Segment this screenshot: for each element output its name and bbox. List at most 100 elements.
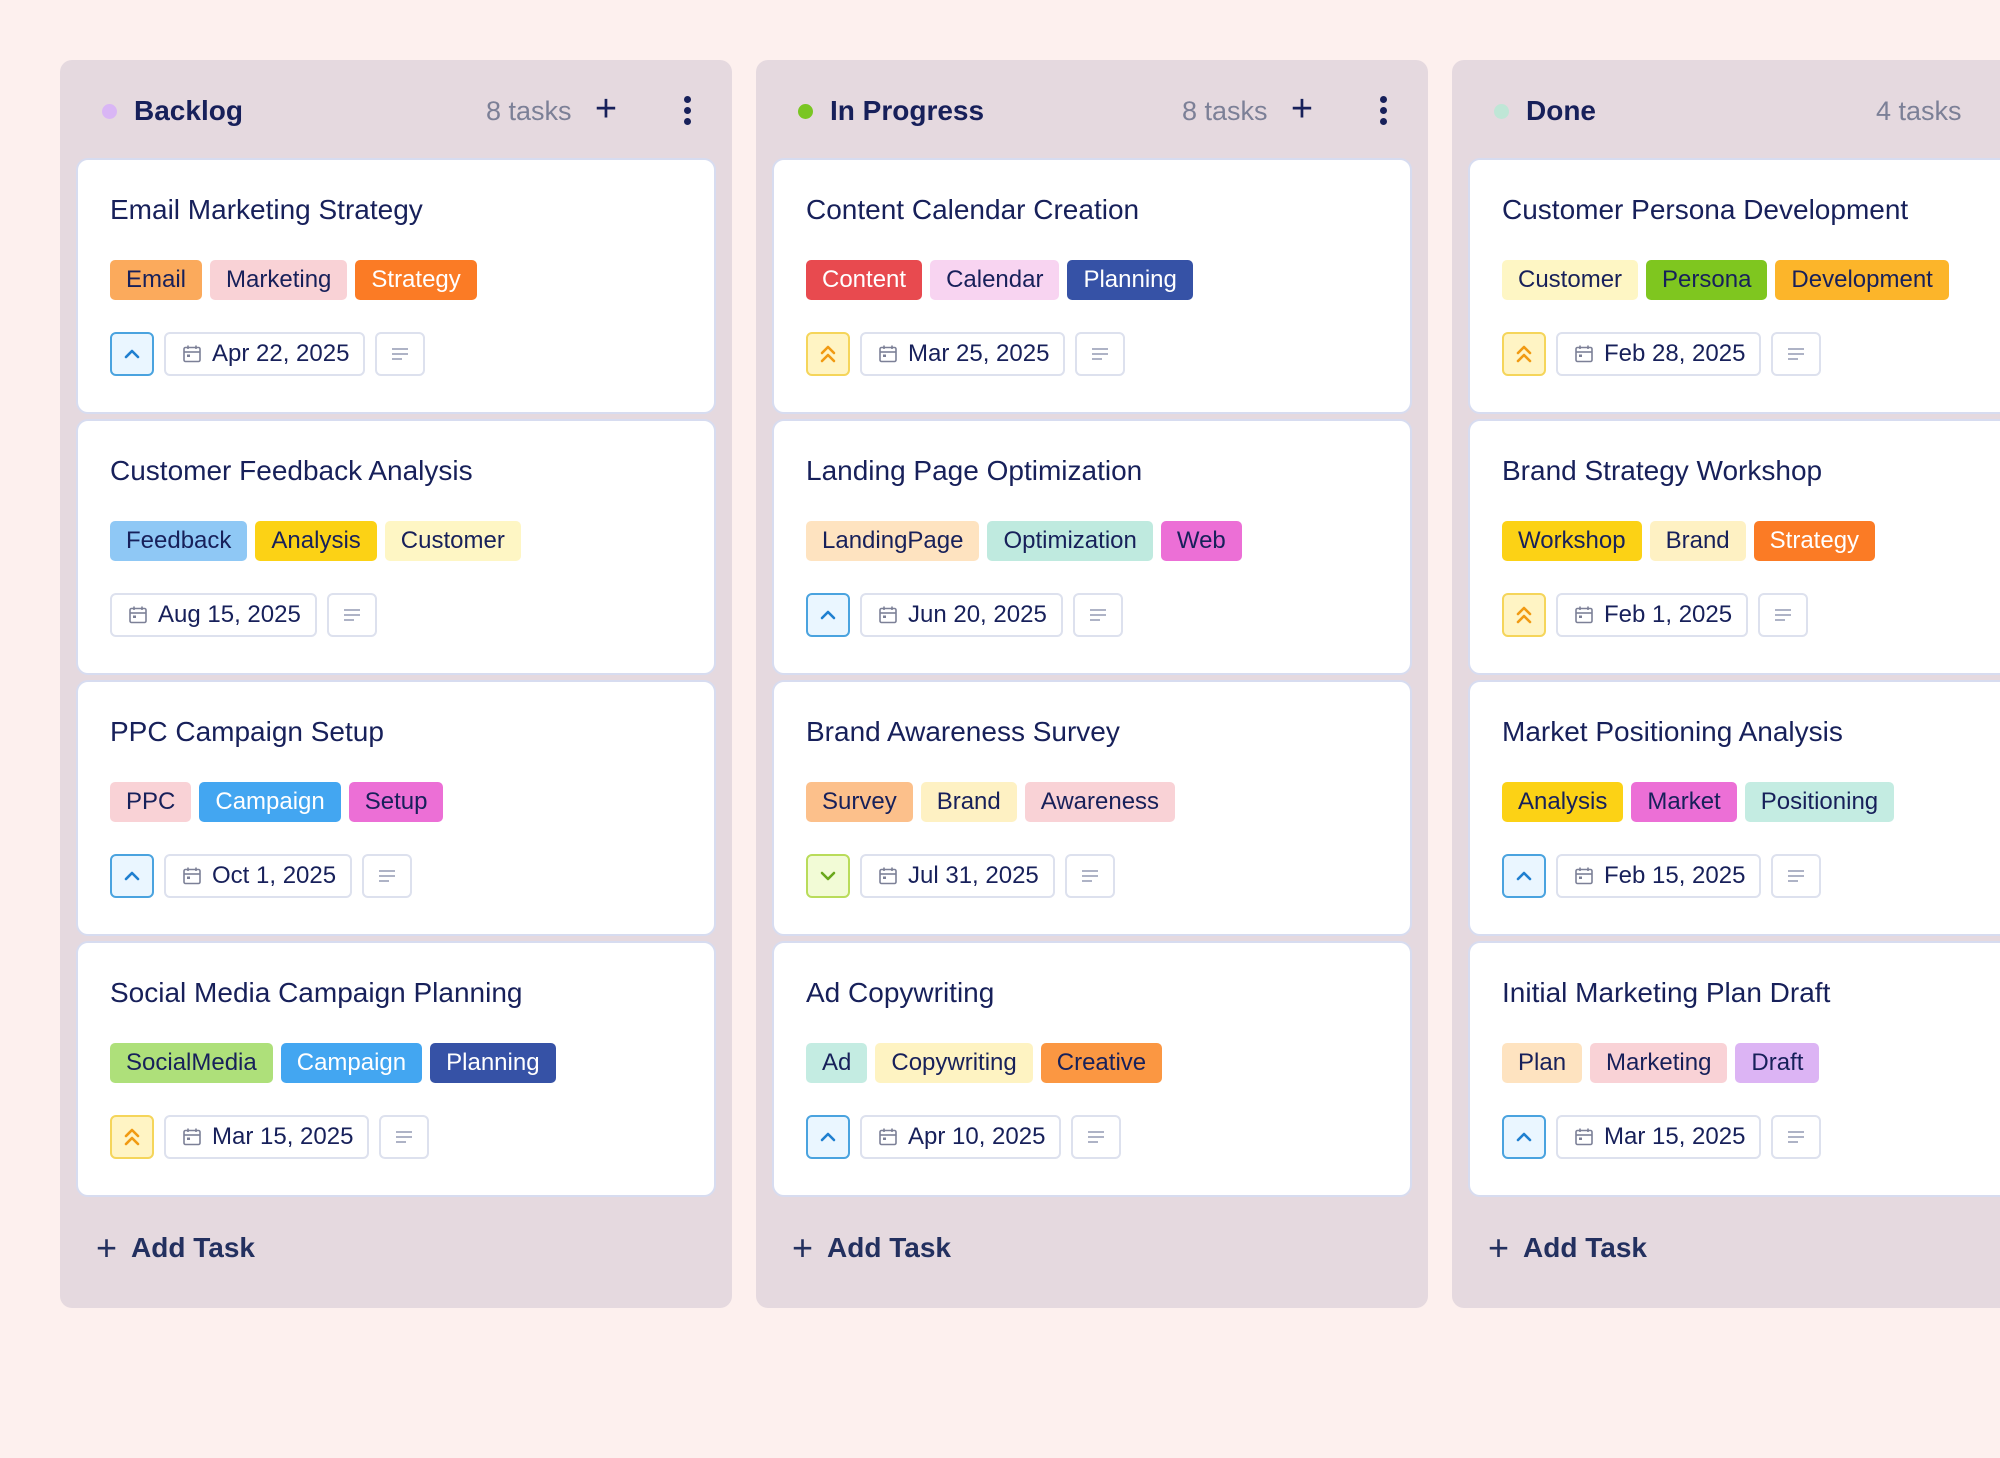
tag[interactable]: Setup	[348, 782, 444, 822]
tag[interactable]: Development	[1775, 260, 1949, 300]
kebab-menu-icon[interactable]	[1368, 88, 1398, 132]
task-card[interactable]: Market Positioning Analysis Analysis Marke…	[1468, 680, 2000, 936]
due-date-button[interactable]: Mar 15, 2025	[164, 1115, 370, 1159]
tag[interactable]: Web	[1160, 521, 1242, 561]
tag[interactable]: Workshop	[1502, 521, 1642, 561]
due-date-button[interactable]: Apr 22, 2025	[164, 332, 366, 376]
due-date-button[interactable]: Mar 25, 2025	[860, 332, 1066, 376]
plus-icon[interactable]: +	[1290, 88, 1314, 130]
priority-button[interactable]	[110, 1115, 154, 1159]
tag-list: Ad Copywriting Creative	[806, 1043, 1163, 1083]
priority-button[interactable]	[110, 332, 154, 376]
description-button[interactable]	[326, 593, 377, 637]
tag[interactable]: Strategy	[1753, 521, 1876, 561]
tag[interactable]: Awareness	[1024, 782, 1176, 822]
due-date-button[interactable]: Feb 15, 2025	[1556, 854, 1762, 898]
priority-button[interactable]	[1502, 593, 1546, 637]
priority-button[interactable]	[806, 593, 850, 637]
tag[interactable]: LandingPage	[806, 521, 980, 561]
description-button[interactable]	[1071, 1115, 1122, 1159]
due-date-button[interactable]: Mar 15, 2025	[1556, 1115, 1762, 1159]
chevron-up-icon	[819, 608, 837, 622]
tag[interactable]: Positioning	[1744, 782, 1895, 822]
plus-icon[interactable]: +	[594, 88, 618, 130]
priority-button[interactable]	[110, 854, 154, 898]
due-date-button[interactable]: Feb 28, 2025	[1556, 332, 1762, 376]
tag-list: Content Calendar Planning	[806, 260, 1193, 300]
due-date-button[interactable]: Aug 15, 2025	[110, 593, 317, 637]
tag[interactable]: Creative	[1040, 1043, 1163, 1083]
due-date-button[interactable]: Jul 31, 2025	[860, 854, 1055, 898]
due-date-button[interactable]: Jun 20, 2025	[860, 593, 1063, 637]
priority-button[interactable]	[1502, 1115, 1546, 1159]
kebab-menu-icon[interactable]	[672, 88, 702, 132]
description-button[interactable]	[379, 1115, 430, 1159]
description-button[interactable]	[362, 854, 413, 898]
description-button[interactable]	[1771, 332, 1822, 376]
task-count: 8 tasks	[486, 96, 572, 126]
tag[interactable]: Campaign	[280, 1043, 423, 1083]
tag[interactable]: Draft	[1735, 1043, 1820, 1083]
tag[interactable]: Optimization	[987, 521, 1153, 561]
task-card[interactable]: Brand Awareness Survey Survey Brand Awarene…	[772, 680, 1412, 936]
tag[interactable]: Marketing	[210, 260, 348, 300]
card-title: PPC Campaign Setup	[110, 716, 384, 747]
add-task-button[interactable]: + Add Task	[792, 1220, 951, 1276]
tag[interactable]: Planning	[430, 1043, 556, 1083]
tag[interactable]: Email	[110, 260, 203, 300]
priority-button[interactable]	[1502, 854, 1546, 898]
tag[interactable]: Survey	[806, 782, 913, 822]
tag[interactable]: Brand	[1649, 521, 1746, 561]
task-card[interactable]: Customer Feedback Analysis Feedback Analys…	[76, 419, 716, 675]
double-chevron-up-icon	[1515, 343, 1533, 365]
priority-button[interactable]	[806, 1115, 850, 1159]
task-card[interactable]: Content Calendar Creation Content Calendar…	[772, 158, 1412, 414]
tag[interactable]: Analysis	[255, 521, 377, 561]
task-card[interactable]: Customer Persona Development Customer Pers…	[1468, 158, 2000, 414]
description-button[interactable]	[1072, 593, 1123, 637]
tag[interactable]: Market	[1631, 782, 1737, 822]
due-date-button[interactable]: Feb 1, 2025	[1556, 593, 1749, 637]
due-date-button[interactable]: Apr 10, 2025	[860, 1115, 1062, 1159]
tag[interactable]: PPC	[110, 782, 192, 822]
tag[interactable]: Persona	[1646, 260, 1768, 300]
tag[interactable]: Feedback	[110, 521, 248, 561]
tag[interactable]: Strategy	[355, 260, 477, 300]
tag[interactable]: Campaign	[199, 782, 341, 822]
task-card[interactable]: Ad Copywriting Ad Copywriting Creative Apr 1…	[772, 941, 1412, 1197]
description-icon	[394, 1129, 414, 1145]
tag[interactable]: SocialMedia	[110, 1043, 273, 1083]
due-date-button[interactable]: Oct 1, 2025	[164, 854, 353, 898]
priority-button[interactable]	[806, 854, 850, 898]
description-button[interactable]	[375, 332, 426, 376]
task-card[interactable]: Email Marketing Strategy Email Marketing St…	[76, 158, 716, 414]
task-card[interactable]: Initial Marketing Plan Draft Plan Marketin…	[1468, 941, 2000, 1197]
task-card[interactable]: Brand Strategy Workshop Workshop Brand Stra…	[1468, 419, 2000, 675]
card-meta: Mar 15, 2025	[110, 1115, 430, 1159]
tag[interactable]: Content	[806, 260, 923, 300]
chevron-up-icon	[819, 1130, 837, 1144]
tag[interactable]: Analysis	[1502, 782, 1624, 822]
add-task-button[interactable]: + Add Task	[96, 1220, 255, 1276]
task-card[interactable]: Landing Page Optimization LandingPage Opti…	[772, 419, 1412, 675]
tag[interactable]: Customer	[384, 521, 521, 561]
tag[interactable]: Calendar	[930, 260, 1060, 300]
tag[interactable]: Ad	[806, 1043, 868, 1083]
tag[interactable]: Customer	[1502, 260, 1639, 300]
add-task-button[interactable]: + Add Task	[1488, 1220, 1647, 1276]
description-button[interactable]	[1771, 854, 1822, 898]
description-button[interactable]	[1771, 1115, 1822, 1159]
tag[interactable]: Planning	[1067, 260, 1193, 300]
description-button[interactable]	[1075, 332, 1126, 376]
task-card[interactable]: PPC Campaign Setup PPC Campaign Setup Oct 1,…	[76, 680, 716, 936]
tag[interactable]: Marketing	[1590, 1043, 1728, 1083]
task-card[interactable]: Social Media Campaign Planning SocialMedi…	[76, 941, 716, 1197]
tag[interactable]: Plan	[1502, 1043, 1583, 1083]
description-button[interactable]	[1064, 854, 1115, 898]
tag[interactable]: Brand	[920, 782, 1017, 822]
card-meta: Oct 1, 2025	[110, 854, 413, 898]
description-button[interactable]	[1758, 593, 1809, 637]
priority-button[interactable]	[806, 332, 850, 376]
priority-button[interactable]	[1502, 332, 1546, 376]
tag[interactable]: Copywriting	[875, 1043, 1033, 1083]
